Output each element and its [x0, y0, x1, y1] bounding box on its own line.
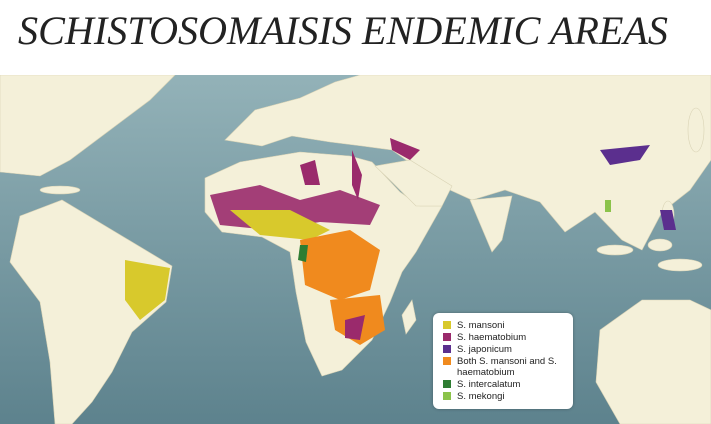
legend-item: S. intercalatum — [443, 379, 568, 390]
legend-swatch — [443, 345, 451, 353]
legend: S. mansoni S. haematobium S. japonicum Both… — [433, 313, 573, 409]
legend-item: Both S. mansoni and S. haematobium — [443, 356, 568, 378]
legend-label: Both S. mansoni and S. haematobium — [457, 356, 557, 378]
legend-label: S. intercalatum — [457, 379, 521, 390]
endemic-areas — [125, 138, 676, 345]
legend-item: S. mekongi — [443, 391, 568, 402]
legend-item: S. japonicum — [443, 344, 568, 355]
legend-item: S. haematobium — [443, 332, 568, 343]
title: SCHISTOSOMAISIS ENDEMIC AREAS — [18, 8, 668, 53]
legend-swatch — [443, 333, 451, 341]
legend-label: S. haematobium — [457, 332, 527, 343]
land — [0, 74, 711, 424]
title-band: SCHISTOSOMAISIS ENDEMIC AREAS — [0, 0, 711, 75]
legend-label: S. japonicum — [457, 344, 512, 355]
legend-item: S. mansoni — [443, 320, 568, 331]
legend-swatch — [443, 392, 451, 400]
legend-label: S. mekongi — [457, 391, 505, 402]
legend-swatch — [443, 380, 451, 388]
legend-swatch — [443, 321, 451, 329]
legend-swatch — [443, 357, 451, 365]
legend-label: S. mansoni — [457, 320, 505, 331]
